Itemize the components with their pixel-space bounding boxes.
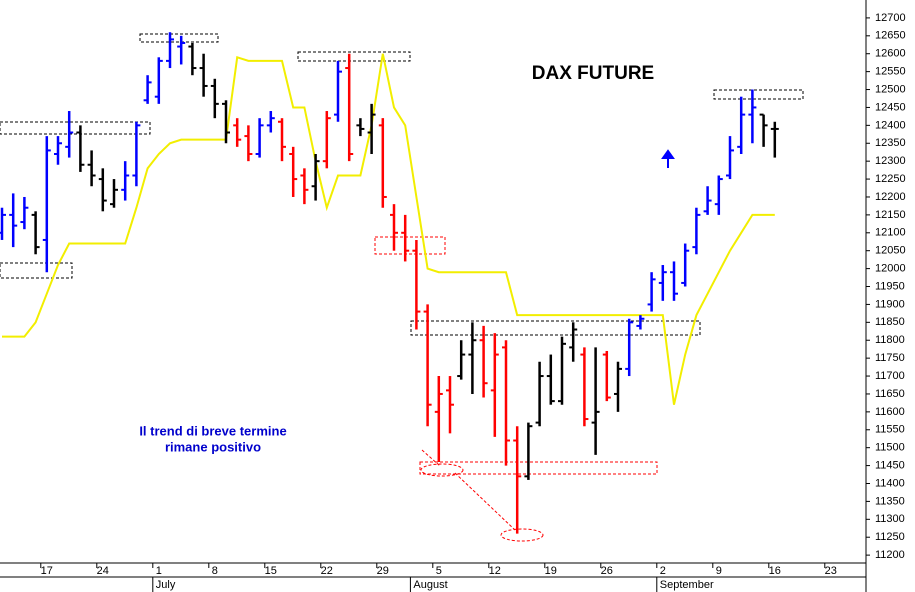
y-tick-label: 12400 (875, 119, 906, 131)
x-tick-label: 1 (156, 565, 162, 577)
y-tick-label: 12100 (875, 227, 906, 239)
x-tick-label: 22 (321, 565, 333, 577)
x-tick-label: 2 (660, 565, 666, 577)
annotation: Il trend di breve termine (139, 423, 286, 438)
y-tick-label: 11450 (875, 459, 905, 471)
y-tick-label: 11700 (875, 370, 905, 382)
y-tick-label: 11500 (875, 442, 905, 454)
x-tick-label: 23 (825, 565, 837, 577)
level-box (297, 51, 411, 62)
annotation: rimane positivo (165, 439, 261, 454)
y-tick-label: 12550 (875, 66, 906, 78)
y-tick-label: 12250 (875, 173, 906, 185)
y-tick-label: 12050 (875, 245, 906, 257)
level-box (419, 461, 658, 475)
x-tick-label: 19 (545, 565, 557, 577)
y-tick-label: 12350 (875, 137, 906, 149)
y-tick-label: 11800 (875, 334, 905, 346)
pointer-line (454, 472, 516, 531)
y-tick-label: 11850 (875, 316, 905, 328)
y-tick-label: 12600 (875, 48, 906, 60)
chart-title: DAX FUTURE (532, 63, 654, 84)
x-tick-label: 26 (601, 565, 613, 577)
x-tick-label: 29 (377, 565, 389, 577)
y-tick-label: 11900 (875, 298, 905, 310)
y-tick-label: 11350 (875, 495, 905, 507)
x-tick-label: 9 (716, 565, 722, 577)
trend-line (2, 53, 775, 405)
y-tick-label: 12000 (875, 263, 906, 275)
y-tick-label: 12300 (875, 155, 906, 167)
y-tick-label: 12700 (875, 12, 906, 24)
y-tick-label: 12450 (875, 101, 906, 113)
month-label: September (660, 579, 714, 591)
level-box (410, 320, 701, 336)
y-tick-label: 12200 (875, 191, 906, 203)
up-arrow (661, 149, 675, 168)
month-label: August (413, 579, 447, 591)
y-tick-label: 11200 (875, 549, 905, 561)
month-label: July (156, 579, 176, 591)
highlight-ellipse (420, 463, 464, 477)
y-tick-label: 11750 (875, 352, 905, 364)
pointer-line (421, 449, 441, 467)
level-box (139, 33, 219, 43)
x-tick-label: 16 (769, 565, 781, 577)
y-tick-label: 11600 (875, 406, 905, 418)
level-box (713, 89, 804, 100)
y-tick-label: 12150 (875, 209, 906, 221)
x-tick-label: 15 (265, 565, 277, 577)
level-box (0, 262, 73, 279)
x-tick-label: 17 (41, 565, 53, 577)
y-tick-label: 11300 (875, 513, 905, 525)
x-tick-label: 8 (212, 565, 218, 577)
level-box (374, 236, 446, 255)
y-tick-label: 11550 (875, 424, 905, 436)
y-tick-label: 12650 (875, 30, 906, 42)
x-tick-label: 24 (97, 565, 109, 577)
y-tick-label: 11650 (875, 388, 905, 400)
highlight-ellipse (500, 528, 544, 542)
x-tick-label: 5 (436, 565, 442, 577)
annotation-boxes (0, 33, 804, 542)
level-box (0, 121, 151, 135)
y-tick-label: 11400 (875, 477, 905, 489)
y-tick-label: 12500 (875, 83, 906, 95)
y-tick-label: 11250 (875, 531, 905, 543)
y-tick-label: 11950 (875, 280, 905, 292)
x-tick-label: 12 (489, 565, 501, 577)
